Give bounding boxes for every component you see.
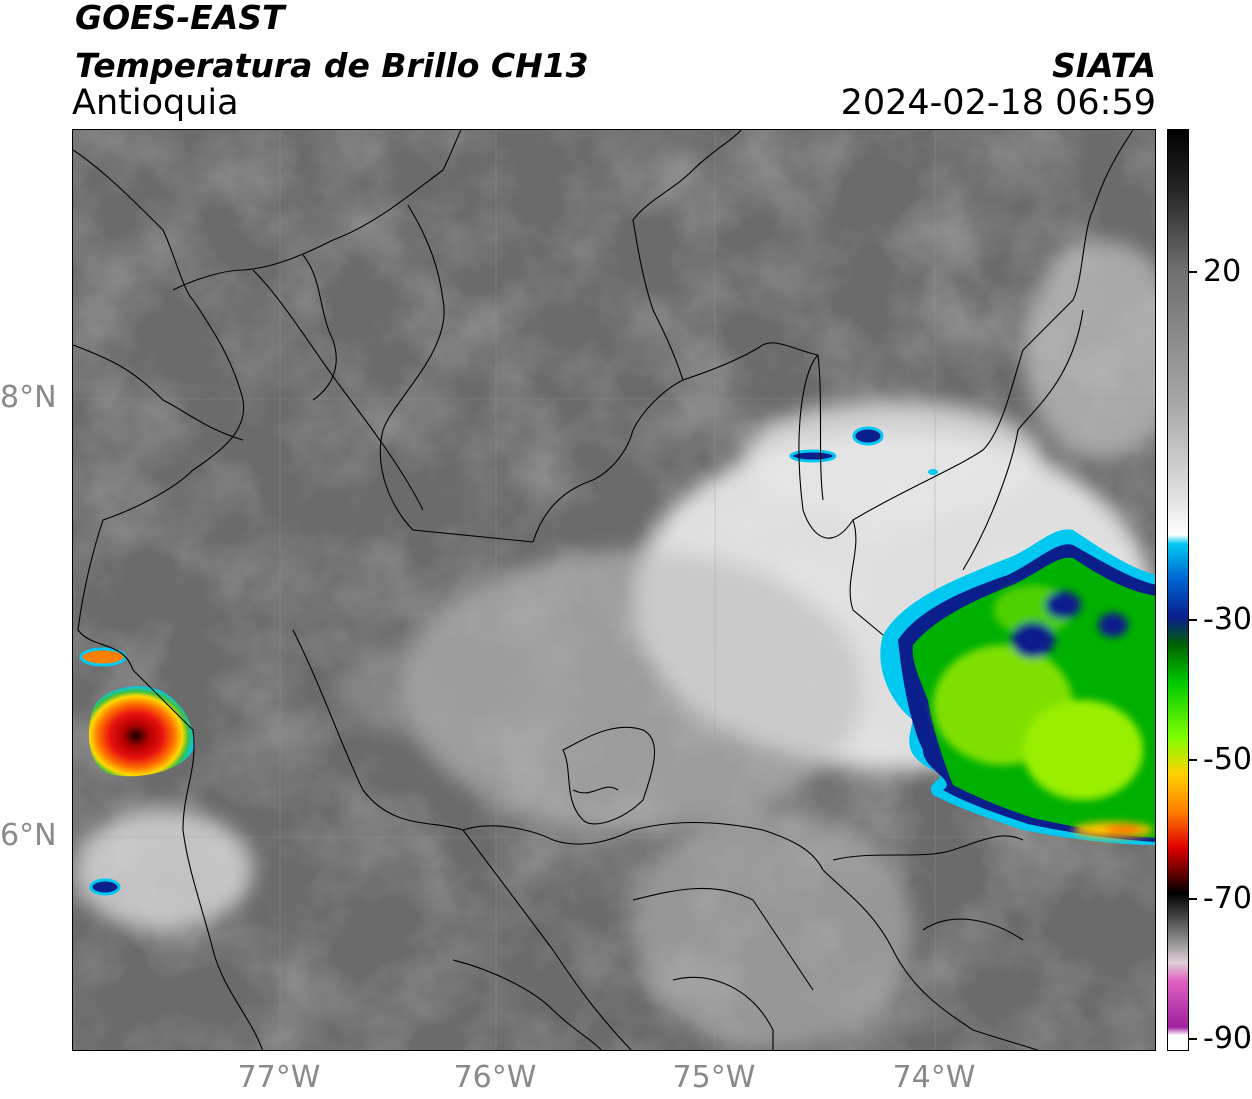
colorbar-tick bbox=[1189, 271, 1197, 273]
y-tick-label: 8°N bbox=[0, 380, 57, 415]
colorbar bbox=[1167, 129, 1189, 1051]
satellite-title: GOES-EAST bbox=[75, 0, 285, 37]
x-tick-label: 75°W bbox=[672, 1060, 756, 1095]
product-title: Temperatura de Brillo CH13 bbox=[75, 46, 589, 85]
x-tick-label: 74°W bbox=[892, 1060, 976, 1095]
colorbar-label: -30 bbox=[1203, 602, 1252, 637]
colorbar-tick bbox=[1189, 759, 1197, 761]
x-tick-label: 77°W bbox=[237, 1060, 321, 1095]
convective-cell-west bbox=[88, 686, 194, 777]
x-tick-label: 76°W bbox=[453, 1060, 537, 1095]
bright-cloud-band bbox=[73, 240, 1155, 1050]
datetime-label: 2024-02-18 06:59 bbox=[840, 83, 1156, 123]
small-cold-cells bbox=[79, 426, 938, 896]
colorbar-tick bbox=[1189, 1038, 1197, 1040]
colorbar-label: -70 bbox=[1203, 881, 1252, 916]
colorbar-label: -90 bbox=[1203, 1021, 1252, 1056]
boundaries bbox=[73, 130, 1134, 1050]
colorbar-tick bbox=[1189, 619, 1197, 621]
colorbar-tick bbox=[1189, 898, 1197, 900]
region-label: Antioquia bbox=[72, 83, 239, 123]
satellite-map[interactable] bbox=[72, 129, 1156, 1051]
convective-cell-east bbox=[880, 529, 1155, 845]
agency-label: SIATA bbox=[1052, 46, 1156, 85]
colorbar-label: 20 bbox=[1203, 254, 1242, 289]
colorbar-label: -50 bbox=[1203, 742, 1252, 777]
map-canvas bbox=[73, 130, 1155, 1050]
y-tick-label: 6°N bbox=[0, 818, 57, 853]
